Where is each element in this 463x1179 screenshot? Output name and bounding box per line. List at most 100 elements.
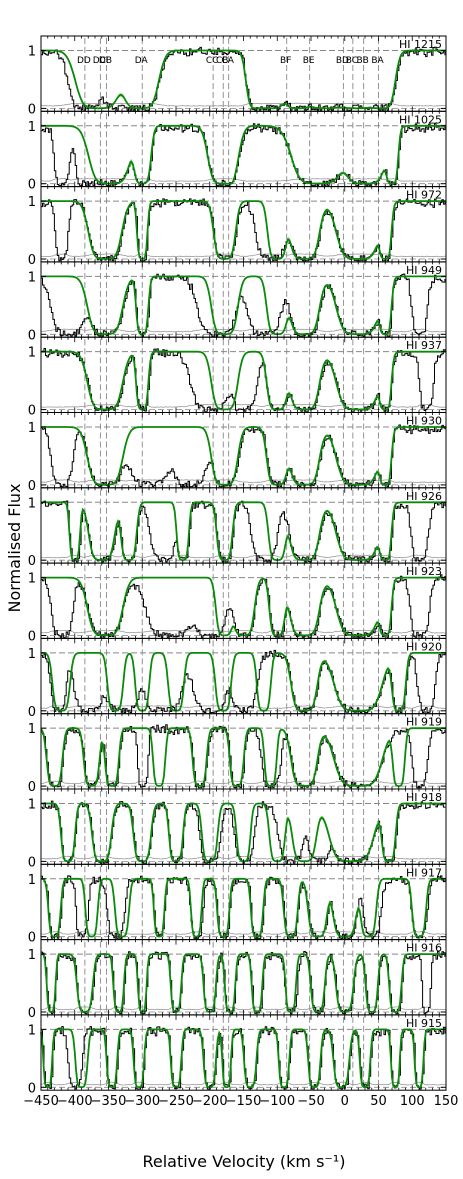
y-tick-label: 0	[28, 630, 36, 645]
panel: HI 949 0 1	[28, 261, 447, 343]
model-uncertainty-band	[41, 803, 446, 862]
model-fit-line	[41, 652, 446, 712]
y-tick-label: 0	[28, 1081, 36, 1096]
panel: HI 930 0 1	[28, 412, 447, 494]
panel-label: HI 930	[406, 415, 442, 428]
x-tick-label: −250	[158, 1094, 194, 1109]
component-label: CA	[221, 56, 234, 66]
error-spectrum	[40, 479, 447, 484]
error-spectrum	[40, 1006, 447, 1011]
model-uncertainty-band	[41, 200, 446, 260]
panel: HI 923 0 1	[28, 562, 447, 645]
data-spectrum	[41, 649, 446, 713]
panel: HI 1025 0 1	[28, 110, 447, 193]
error-spectrum	[40, 102, 447, 107]
data-spectrum	[41, 198, 446, 262]
y-tick-label: 1	[28, 948, 36, 963]
data-spectrum	[41, 875, 446, 939]
y-tick-label: 1	[28, 797, 36, 812]
panel-frame	[40, 110, 447, 188]
data-spectrum	[41, 122, 446, 186]
error-spectrum	[40, 1081, 447, 1086]
y-tick-label: 1	[28, 421, 36, 436]
x-tick-label: −200	[192, 1094, 228, 1109]
y-tick-label: 0	[28, 102, 36, 117]
component-label: DB	[99, 56, 112, 66]
y-tick-label: 0	[28, 404, 36, 419]
panel-label: HI 972	[406, 189, 442, 202]
y-tick-label: 0	[28, 253, 36, 268]
error-spectrum	[40, 780, 447, 785]
y-tick-label: 1	[28, 647, 36, 662]
y-tick-label: 0	[28, 479, 36, 494]
error-spectrum	[41, 554, 447, 559]
error-spectrum	[40, 629, 447, 634]
component-label: CC	[206, 56, 219, 66]
data-spectrum	[41, 1026, 446, 1090]
panel-frame	[40, 1014, 447, 1091]
panel-label: HI 919	[406, 716, 442, 729]
component-label: BF	[280, 56, 291, 66]
y-tick-label: 1	[28, 572, 36, 587]
data-spectrum	[41, 724, 446, 789]
x-tick-label: −450	[23, 1094, 59, 1109]
model-fit-line	[41, 576, 446, 637]
panel-label: HI 917	[406, 866, 442, 879]
model-fit-line	[41, 501, 446, 562]
error-spectrum	[40, 403, 447, 408]
panel-label: HI 920	[406, 640, 442, 653]
x-axis-label: Relative Velocity (km s⁻¹)	[142, 1152, 345, 1171]
component-label: DC	[93, 56, 106, 66]
y-tick-label: 1	[28, 270, 36, 285]
x-tick-label: −400	[57, 1094, 93, 1109]
component-label: BC	[346, 56, 358, 66]
y-tick-label: 1	[28, 1023, 36, 1038]
error-spectrum	[40, 931, 447, 935]
y-tick-label: 1	[28, 120, 36, 135]
panel-label: HI 1215	[399, 38, 442, 51]
model-fit-line	[41, 124, 446, 185]
y-tick-label: 0	[28, 328, 36, 343]
x-tick-labels: −450−400−350−300−250−200−150−100 −50 0 50 10…	[23, 1094, 458, 1109]
panel: HI 972 0 1	[28, 186, 447, 268]
y-tick-label: 0	[28, 931, 36, 946]
model-fit-line	[40, 1028, 446, 1089]
component-label: BB	[356, 56, 368, 66]
panel-label: HI 915	[406, 1017, 442, 1030]
panel-label: HI 926	[406, 490, 442, 503]
panel-label: HI 937	[406, 339, 442, 352]
component-label: CB	[216, 56, 228, 66]
model-uncertainty-band	[41, 577, 446, 636]
model-fit-line	[40, 953, 446, 1013]
panel: HI 926 0 1	[28, 487, 447, 569]
x-tick-label: 50	[370, 1094, 387, 1109]
panel-frame	[40, 939, 447, 1016]
model-fit-line	[41, 275, 446, 336]
component-label: DA	[135, 56, 149, 66]
panel-frame	[40, 562, 447, 639]
x-tick-label: −100	[259, 1094, 295, 1109]
model-uncertainty-band	[41, 351, 446, 410]
panel-frame	[40, 336, 447, 414]
data-spectrum	[41, 46, 446, 111]
panel: HI 920 0 1	[28, 637, 447, 720]
y-tick-label: 0	[28, 780, 36, 795]
model-fit-line	[41, 200, 446, 260]
panel-label: HI 923	[406, 565, 442, 578]
panel-frame	[40, 186, 447, 263]
y-tick-label: 0	[28, 855, 36, 870]
panel-label: HI 949	[406, 264, 442, 277]
error-spectrum	[40, 328, 447, 333]
panel: HI 917 0 1	[28, 863, 447, 946]
y-tick-label: 0	[28, 1006, 36, 1021]
y-tick-label: 1	[28, 195, 36, 210]
panel: HI 916 0 1	[28, 939, 447, 1021]
y-tick-label: 1	[28, 346, 36, 361]
data-spectrum	[41, 500, 446, 563]
panel: HI 915 0 1	[28, 1014, 447, 1096]
x-tick-label: −150	[226, 1094, 262, 1109]
y-axis-label: Normalised Flux	[5, 483, 24, 612]
component-label: BA	[371, 56, 384, 66]
